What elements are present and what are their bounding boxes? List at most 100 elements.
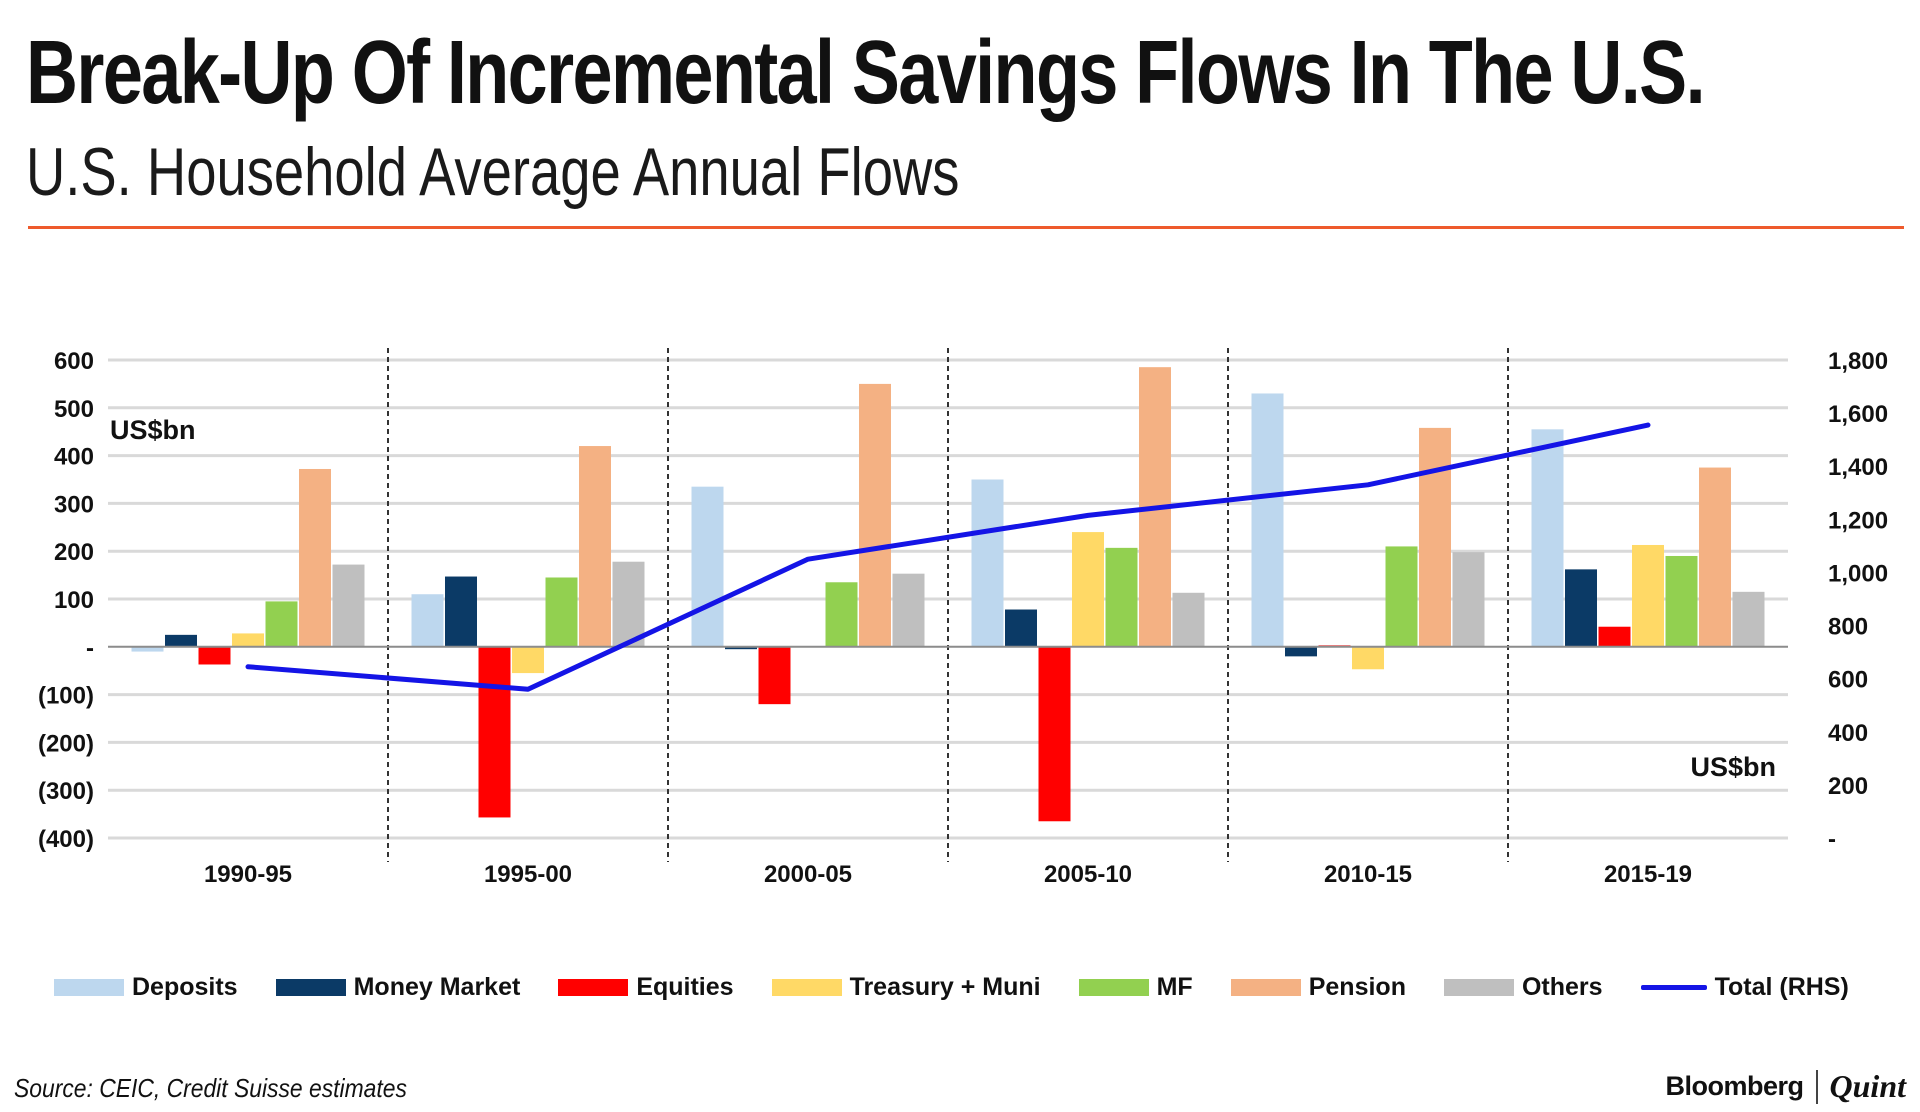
bar-equities: [198, 646, 231, 665]
brand-divider: [1815, 1069, 1818, 1104]
bar-deposits: [411, 594, 444, 647]
category-labels: 1990-95 1995-00 2000-05 2005-10 2010-15 2015-…: [204, 861, 1692, 888]
brand-logo: Bloomberg Quint: [1666, 1068, 1907, 1105]
legend-swatch-mf: [1078, 978, 1149, 996]
bar-mf: [265, 601, 298, 647]
bar-deposits: [131, 646, 164, 652]
bar-others: [1732, 591, 1765, 647]
legend-label-total: Total (RHS): [1714, 972, 1849, 1001]
bar-money-market: [1565, 569, 1597, 647]
right-tick-label: 1,400: [1828, 454, 1888, 481]
right-tick-label: 1,200: [1828, 507, 1888, 534]
legend-item-total: Total (RHS): [1640, 972, 1849, 1002]
bar-others: [1172, 592, 1205, 647]
legend-swatch-treasury-muni: [771, 978, 842, 996]
left-tick-label: (200): [38, 730, 94, 757]
left-tick-label: -: [86, 635, 94, 662]
bar-others: [612, 561, 645, 647]
bar-pension: [579, 446, 611, 647]
legend-item-equities: Equities: [558, 972, 734, 1002]
source-note: Source: CEIC, Credit Suisse estimates: [14, 1073, 407, 1103]
left-tick-label: (400): [38, 826, 94, 853]
legend-item-treasury-muni: Treasury + Muni: [771, 972, 1041, 1002]
bar-mf: [545, 577, 578, 647]
category-dividers: [387, 348, 1509, 862]
right-tick-label: 1,800: [1828, 348, 1888, 375]
total-rhs-line: [245, 422, 1651, 692]
brand-quint: Quint: [1829, 1068, 1906, 1104]
legend-item-money-market: Money Market: [275, 972, 521, 1002]
right-tick-label: 1,000: [1828, 560, 1888, 587]
right-tick-label: 400: [1828, 720, 1868, 747]
bar-others: [892, 573, 925, 647]
bar-treasury-muni: [512, 646, 544, 674]
bar-deposits: [691, 486, 724, 647]
left-tick-label: 400: [54, 444, 94, 471]
header-divider: [28, 226, 1904, 229]
bar-treasury-muni: [1072, 532, 1104, 647]
bar-others: [332, 564, 365, 647]
legend-item-pension: Pension: [1230, 972, 1406, 1002]
bar-treasury-muni: [1632, 544, 1664, 647]
left-tick-label: (300): [38, 778, 94, 805]
legend-label-equities: Equities: [636, 972, 734, 1001]
bar-mf: [1665, 555, 1698, 647]
bar-money-market: [725, 646, 757, 650]
right-tick-label: 800: [1828, 614, 1868, 641]
category-label: 2015-19: [1604, 861, 1692, 888]
right-tick-label: -: [1828, 826, 1836, 853]
bar-equities: [1598, 626, 1631, 647]
total-line-layer: [245, 422, 1651, 692]
right-axis-ticks: 1,800 1,600 1,400 1,200 1,000 800 600 400 200 -: [1828, 348, 1888, 853]
legend-label-money-market: Money Market: [353, 972, 521, 1001]
left-axis-unit: US$bn: [110, 415, 196, 445]
legend-item-deposits: Deposits: [54, 973, 238, 1002]
bar-others: [1452, 552, 1485, 647]
legend-item-others: Others: [1443, 972, 1603, 1002]
bar-pension: [1699, 467, 1731, 647]
right-axis-unit: US$bn: [1690, 752, 1776, 782]
legend-label-treasury-muni: Treasury + Muni: [849, 972, 1041, 1001]
bar-treasury-muni: [1352, 646, 1384, 670]
chart-title: Break-Up Of Incremental Savings Flows In…: [26, 23, 1706, 123]
right-tick-label: 200: [1828, 773, 1868, 800]
legend: Deposits Money Market Equities Treasury …: [54, 970, 1849, 1004]
legend-label-pension: Pension: [1308, 972, 1406, 1001]
left-tick-label: (100): [38, 683, 94, 710]
category-label: 1995-00: [484, 861, 572, 888]
bar-pension: [859, 383, 891, 647]
bar-treasury-muni: [232, 633, 264, 647]
category-label: 2005-10: [1044, 861, 1132, 888]
bar-money-market: [1005, 609, 1037, 647]
chart-subtitle: U.S. Household Average Annual Flows: [26, 134, 960, 210]
bar-equities: [478, 646, 511, 818]
bars: [131, 367, 1765, 822]
legend-swatch-equities: [558, 978, 629, 996]
legend-item-mf: MF: [1078, 973, 1193, 1002]
bar-money-market: [165, 634, 197, 647]
bar-deposits: [971, 479, 1004, 647]
category-label: 1990-95: [204, 861, 292, 888]
bar-deposits: [1251, 393, 1284, 647]
legend-label-deposits: Deposits: [132, 972, 238, 1001]
legend-label-others: Others: [1521, 972, 1603, 1001]
legend-swatch-deposits: [54, 978, 124, 996]
bar-mf: [1105, 547, 1138, 647]
bar-equities: [1038, 646, 1071, 822]
left-tick-label: 100: [54, 587, 94, 614]
category-label: 2010-15: [1324, 861, 1412, 888]
left-axis-ticks: 600 500 400 300 200 100 - (100) (200) (300) (400): [38, 348, 94, 853]
bar-pension: [1419, 427, 1451, 647]
savings-flows-chart: 600500400300200100-(100)(200)(300)(400) …: [38, 348, 1888, 888]
left-tick-label: 200: [54, 539, 94, 566]
legend-swatch-money-market: [275, 978, 346, 996]
bar-money-market: [445, 576, 477, 647]
legend-swatch-pension: [1230, 978, 1301, 996]
category-label: 2000-05: [764, 861, 852, 888]
bar-pension: [299, 468, 331, 647]
bar-deposits: [1531, 429, 1564, 647]
left-tick-label: 600: [54, 348, 94, 375]
bar-mf: [825, 582, 858, 647]
brand-bloomberg: Bloomberg: [1665, 1071, 1805, 1101]
left-tick-label: 500: [54, 396, 94, 423]
